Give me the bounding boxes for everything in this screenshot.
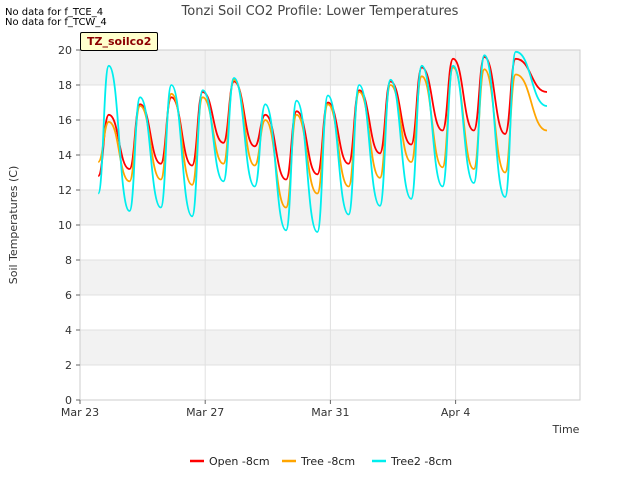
x-axis-label: Time (552, 423, 580, 436)
y-tick-label: 20 (58, 44, 72, 57)
y-tick-label: 4 (65, 324, 72, 337)
legend: Open -8cm Tree -8cm Tree2 -8cm (190, 455, 452, 468)
x-tick-label: Mar 27 (186, 406, 224, 419)
legend-label-1: Tree -8cm (300, 455, 355, 468)
legend-label-2: Tree2 -8cm (390, 455, 452, 468)
y-tick-label: 6 (65, 289, 72, 302)
site-tag: TZ_soilco2 (80, 32, 159, 51)
y-tick-label: 18 (58, 79, 72, 92)
y-axis-label: Soil Temperatures (C) (7, 166, 20, 285)
chart-title: Tonzi Soil CO2 Profile: Lower Temperatur… (181, 4, 459, 19)
x-tick-label: Apr 4 (441, 406, 471, 419)
x-axis-ticks: Mar 23 Mar 27 Mar 31 Apr 4 (61, 400, 470, 419)
series-lines (97, 50, 548, 233)
y-tick-label: 12 (58, 184, 72, 197)
series-line-0 (97, 56, 548, 181)
legend-label-0: Open -8cm (209, 455, 270, 468)
y-tick-label: 8 (65, 254, 72, 267)
no-data-note-tcw4: No data for f_TCW_4 (5, 17, 107, 28)
x-tick-label: Mar 23 (61, 406, 99, 419)
y-tick-label: 14 (58, 149, 72, 162)
y-tick-label: 0 (65, 394, 72, 407)
x-tick-label: Mar 31 (311, 406, 349, 419)
y-tick-label: 2 (65, 359, 72, 372)
no-data-note-tce4: No data for f_TCE_4 (5, 7, 104, 18)
y-axis-ticks: 0 2 4 6 8 10 12 14 16 18 20 (58, 44, 80, 407)
y-tick-label: 10 (58, 219, 72, 232)
y-tick-label: 16 (58, 114, 72, 127)
series-line-2 (97, 50, 548, 233)
